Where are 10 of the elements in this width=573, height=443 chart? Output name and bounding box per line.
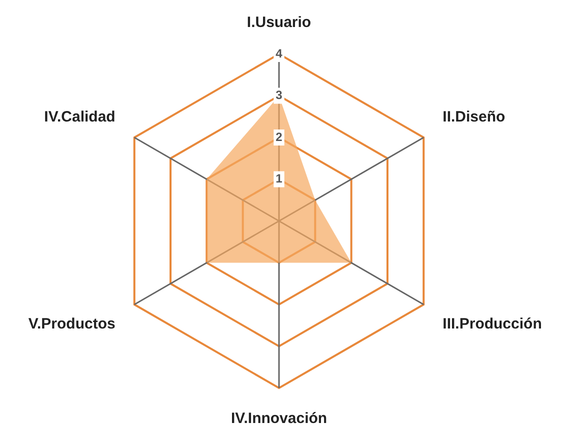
spoke-label: V.Productos <box>28 316 116 333</box>
spoke-label: IV.Calidad <box>44 108 116 126</box>
spoke-label: I.Usuario <box>246 14 312 32</box>
y-tick-label: 4 <box>276 46 283 60</box>
spoke-label: III.Producción <box>442 316 542 333</box>
y-tick-label: 1 <box>276 172 283 186</box>
spoke-label: IV.Innovación <box>230 410 328 428</box>
y-tick-label: 3 <box>276 88 283 102</box>
y-tick-label: 2 <box>276 130 283 144</box>
spoke-label: II.Diseño <box>442 108 506 126</box>
